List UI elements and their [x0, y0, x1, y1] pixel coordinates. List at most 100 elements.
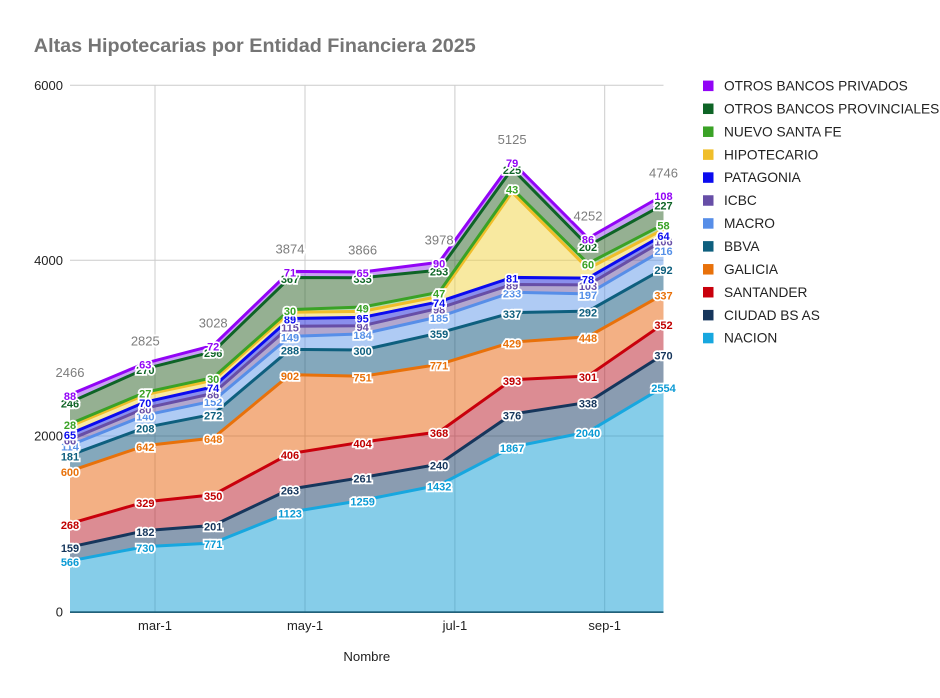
svg-text:65: 65	[356, 268, 368, 280]
svg-text:771: 771	[204, 539, 222, 551]
svg-text:OTROS BANCOS PRIVADOS: OTROS BANCOS PRIVADOS	[724, 79, 908, 94]
svg-text:208: 208	[136, 424, 154, 436]
svg-text:63: 63	[139, 359, 151, 371]
svg-text:GALICIA: GALICIA	[724, 262, 779, 277]
svg-text:30: 30	[284, 306, 296, 318]
svg-text:2554: 2554	[651, 383, 676, 395]
svg-text:296: 296	[204, 348, 222, 360]
svg-text:86: 86	[207, 390, 219, 402]
svg-text:ICBC: ICBC	[724, 193, 757, 208]
svg-text:80: 80	[139, 404, 151, 416]
svg-text:263: 263	[281, 485, 299, 497]
svg-text:sep-1: sep-1	[588, 618, 621, 633]
svg-text:181: 181	[61, 451, 79, 463]
svg-text:648: 648	[204, 434, 222, 446]
svg-text:115: 115	[281, 323, 299, 335]
svg-text:253: 253	[430, 266, 448, 278]
svg-text:300: 300	[353, 346, 371, 358]
svg-text:292: 292	[579, 307, 597, 319]
svg-text:86: 86	[582, 234, 594, 246]
svg-text:64: 64	[657, 231, 670, 243]
svg-text:368: 368	[430, 428, 448, 440]
svg-text:1259: 1259	[350, 496, 374, 508]
svg-text:404: 404	[353, 438, 372, 450]
svg-text:66: 66	[64, 436, 76, 448]
svg-text:1432: 1432	[427, 481, 451, 493]
svg-text:202: 202	[579, 242, 597, 254]
svg-text:2040: 2040	[576, 428, 600, 440]
svg-text:301: 301	[579, 372, 597, 384]
svg-text:SANTANDER: SANTANDER	[724, 285, 808, 300]
svg-text:268: 268	[61, 520, 79, 532]
svg-text:PATAGONIA: PATAGONIA	[724, 170, 802, 185]
svg-text:359: 359	[430, 329, 448, 341]
svg-text:246: 246	[61, 399, 79, 411]
svg-text:90: 90	[433, 258, 445, 270]
svg-text:159: 159	[61, 543, 79, 555]
svg-text:5125: 5125	[498, 132, 527, 147]
svg-text:182: 182	[136, 527, 154, 539]
svg-text:566: 566	[61, 557, 79, 569]
svg-text:352: 352	[654, 320, 672, 332]
svg-text:60: 60	[582, 260, 594, 272]
svg-text:261: 261	[353, 474, 371, 486]
svg-text:88: 88	[64, 391, 76, 403]
svg-text:BBVA: BBVA	[724, 239, 760, 254]
svg-text:0: 0	[56, 605, 63, 620]
svg-text:3866: 3866	[348, 242, 377, 257]
svg-text:Nombre: Nombre	[343, 649, 390, 664]
svg-text:98: 98	[433, 304, 445, 316]
svg-text:201: 201	[204, 522, 222, 534]
svg-text:902: 902	[281, 371, 299, 383]
svg-text:240: 240	[430, 460, 448, 472]
svg-text:642: 642	[136, 442, 154, 454]
svg-text:114: 114	[61, 441, 80, 453]
svg-text:79: 79	[506, 158, 518, 170]
svg-text:108: 108	[654, 191, 672, 203]
svg-text:429: 429	[503, 338, 521, 350]
svg-text:4252: 4252	[574, 209, 603, 224]
svg-text:81: 81	[506, 274, 518, 286]
svg-text:3028: 3028	[199, 316, 228, 331]
svg-text:NACION: NACION	[724, 331, 777, 346]
svg-text:152: 152	[204, 397, 222, 409]
svg-text:106: 106	[654, 237, 672, 249]
svg-text:may-1: may-1	[287, 618, 323, 633]
svg-text:Altas Hipotecarias por Entidad: Altas Hipotecarias por Entidad Financier…	[34, 35, 476, 57]
svg-text:1867: 1867	[500, 443, 524, 455]
svg-text:370: 370	[654, 351, 672, 363]
svg-text:4746: 4746	[649, 165, 678, 180]
svg-text:1123: 1123	[278, 508, 302, 520]
svg-text:72: 72	[207, 342, 219, 354]
svg-text:3978: 3978	[425, 233, 454, 248]
svg-text:mar-1: mar-1	[138, 618, 172, 633]
svg-text:74: 74	[433, 298, 446, 310]
svg-text:337: 337	[503, 309, 521, 321]
svg-text:393: 393	[503, 376, 521, 388]
svg-text:406: 406	[281, 450, 299, 462]
svg-text:CIUDAD BS AS: CIUDAD BS AS	[724, 308, 820, 323]
svg-text:89: 89	[284, 315, 296, 327]
svg-text:HIPOTECARIO: HIPOTECARIO	[724, 147, 818, 162]
svg-text:225: 225	[503, 165, 521, 177]
svg-text:47: 47	[433, 288, 445, 300]
svg-text:292: 292	[654, 265, 672, 277]
svg-text:74: 74	[207, 383, 220, 395]
svg-text:751: 751	[353, 373, 371, 385]
svg-text:227: 227	[654, 201, 672, 213]
svg-text:65: 65	[64, 430, 76, 442]
svg-text:NUEVO SANTA FE: NUEVO SANTA FE	[724, 124, 842, 139]
svg-text:27: 27	[139, 389, 151, 401]
svg-text:103: 103	[579, 281, 597, 293]
svg-text:600: 600	[61, 467, 79, 479]
svg-text:233: 233	[503, 288, 521, 300]
svg-text:184: 184	[353, 330, 372, 342]
svg-text:49: 49	[356, 303, 368, 315]
svg-text:78: 78	[582, 274, 594, 286]
svg-text:4000: 4000	[34, 253, 63, 268]
svg-text:MACRO: MACRO	[724, 216, 775, 231]
svg-text:216: 216	[654, 246, 672, 258]
svg-text:335: 335	[353, 274, 371, 286]
svg-text:329: 329	[136, 498, 154, 510]
svg-text:272: 272	[204, 410, 222, 422]
